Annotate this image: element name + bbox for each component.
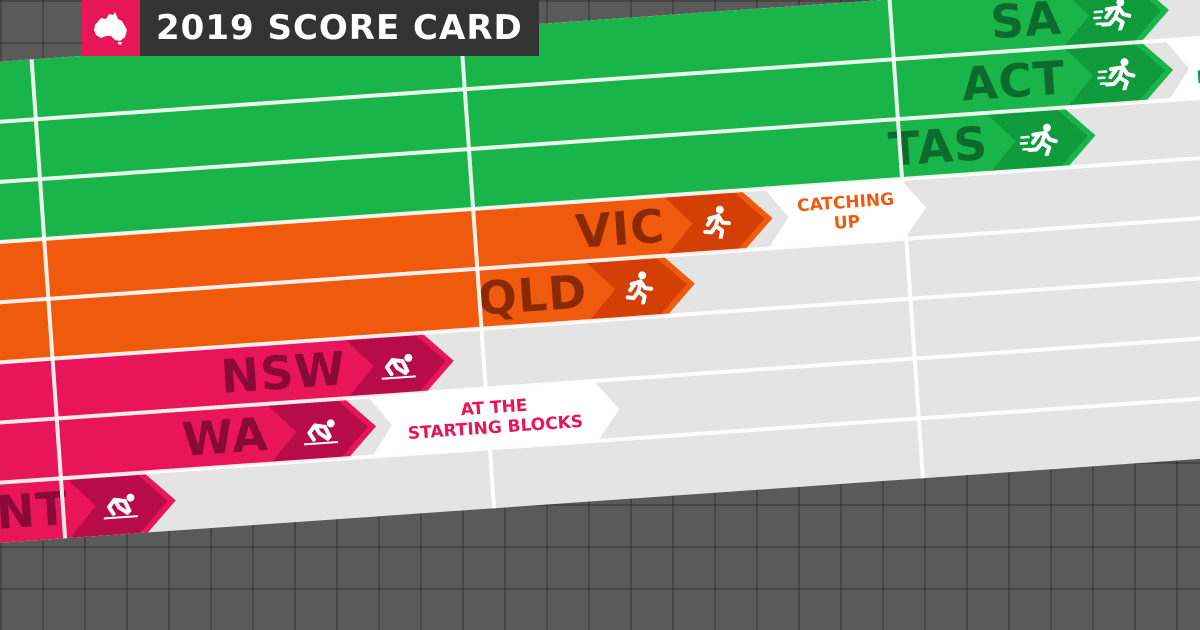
bar-vic: VIC <box>0 188 775 309</box>
bar-label-act: ACT <box>960 50 1068 112</box>
running-person-icon <box>1059 0 1163 47</box>
crouching-start-icon <box>344 331 448 398</box>
bar-qld: QLD <box>0 254 697 370</box>
crouching-start-icon <box>66 471 170 538</box>
jogging-person-icon <box>663 189 767 256</box>
bar-label-qld: QLD <box>475 264 590 326</box>
header: 2019 SCORE CARD <box>82 0 539 56</box>
bar-tas: TAS <box>0 105 1098 249</box>
running-person-icon <box>986 106 1090 173</box>
australia-map-icon <box>82 0 140 56</box>
lanes: SA ACT TAS VIC QLD NSW WA NT <box>0 0 1200 70</box>
running-person-icon <box>1063 40 1167 107</box>
crouching-start-icon <box>266 397 370 464</box>
bar-label-vic: VIC <box>573 198 667 259</box>
jogging-person-icon <box>585 254 689 321</box>
bar-sa: SA <box>0 0 1171 130</box>
bar-act: ACT <box>0 40 1175 190</box>
bar-wa: WA <box>0 396 378 489</box>
bar-label-wa: WA <box>180 406 271 467</box>
catching-up-tag: CATCHING UP <box>764 177 928 248</box>
bar-nt: NT <box>0 470 178 548</box>
bar-nsw: NSW <box>0 331 456 429</box>
bar-label-nsw: NSW <box>218 341 348 404</box>
page-title: 2019 SCORE CARD <box>140 0 539 56</box>
bar-label-sa: SA <box>988 0 1064 50</box>
